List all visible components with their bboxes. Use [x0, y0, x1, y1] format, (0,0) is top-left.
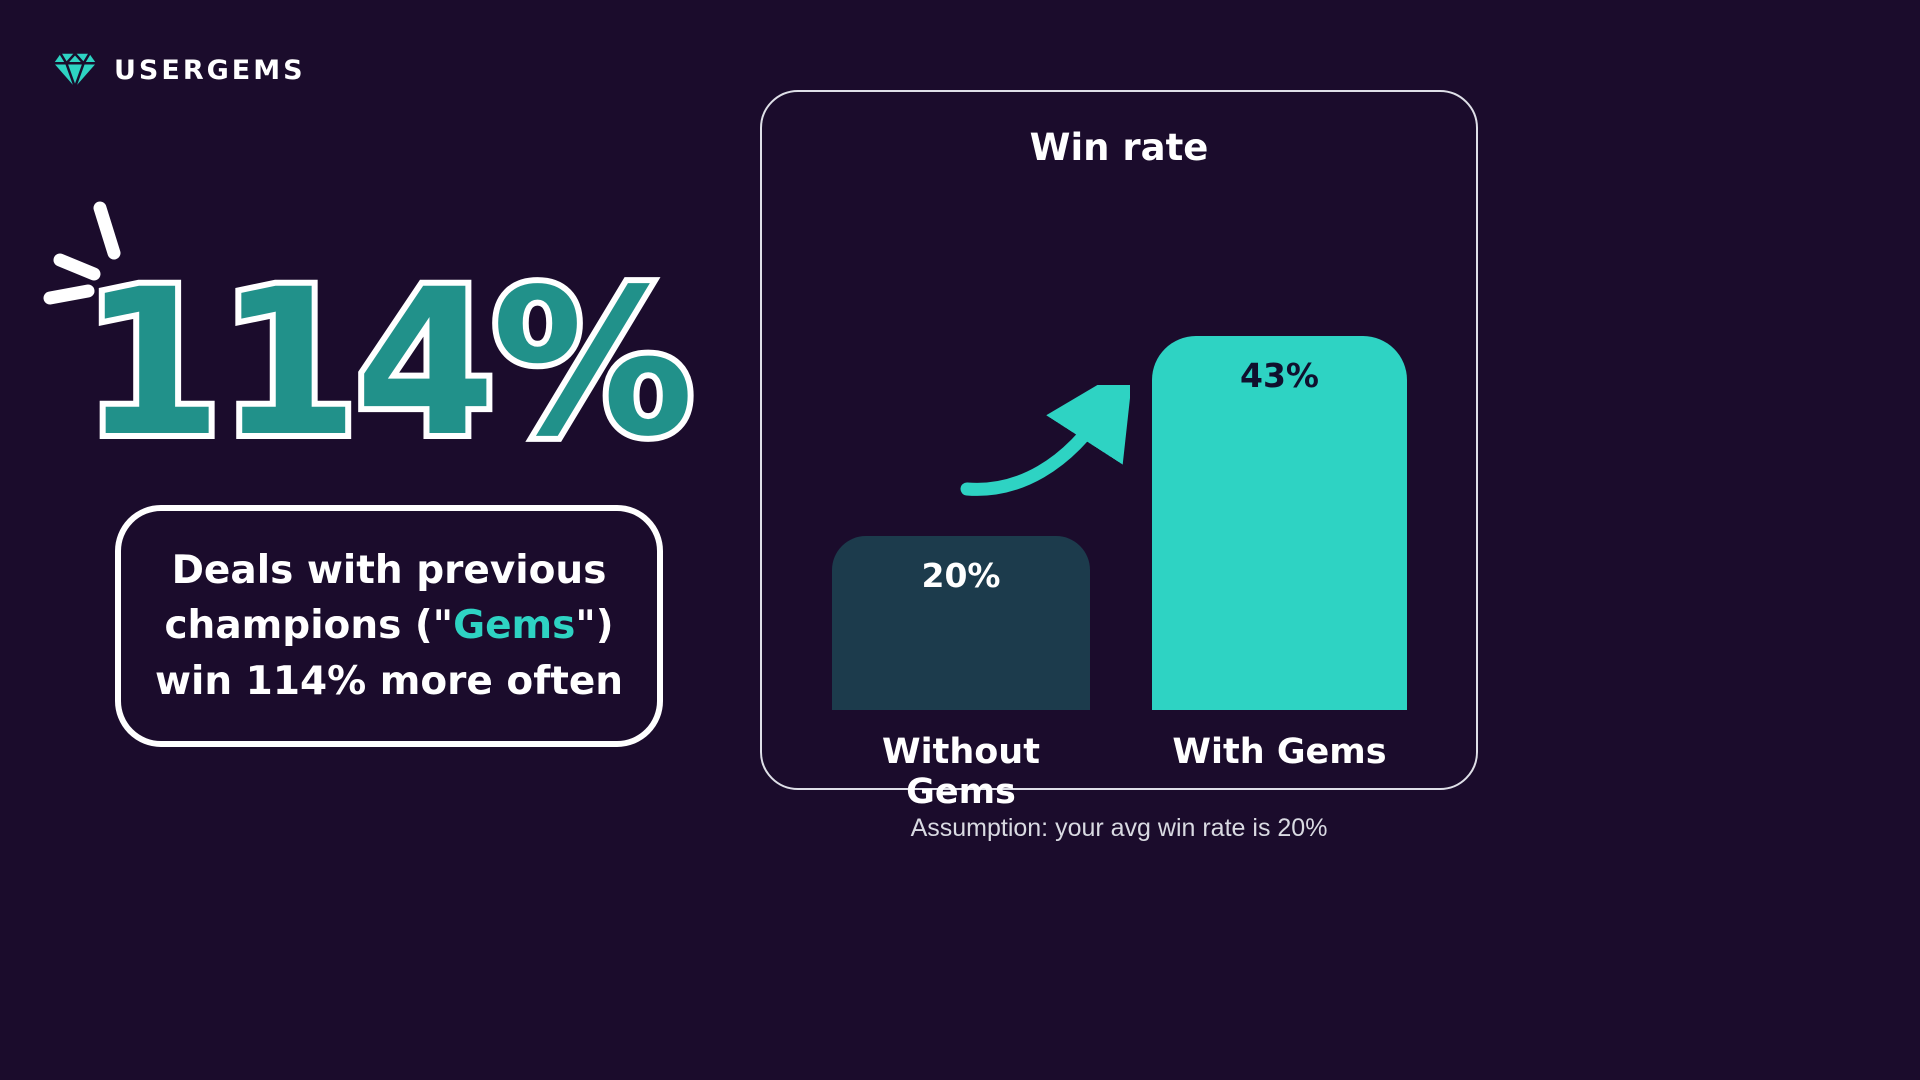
callout-line2: champions ("Gems")	[164, 603, 614, 649]
assumption-footnote: Assumption: your avg win rate is 20%	[910, 814, 1328, 842]
logo: USERGEMS	[52, 50, 306, 90]
bar-value-label-with-gems: 43%	[1240, 355, 1319, 395]
brand-name: USERGEMS	[114, 54, 306, 86]
callout-box: Deals with previous champions ("Gems") w…	[115, 505, 663, 748]
chart-title: Win rate	[1029, 126, 1209, 169]
bar-with-gems: 43%	[1152, 335, 1407, 710]
headline-stat: 114%	[76, 245, 700, 481]
growth-arrow-icon	[960, 385, 1130, 496]
bar-without-gems: 20%	[832, 536, 1090, 710]
category-label-without-gems: Without Gems	[882, 732, 1040, 812]
emphasis-marks-icon	[43, 201, 121, 305]
callout-line1: Deals with previous	[171, 548, 607, 593]
gems-highlight: Gems	[453, 603, 576, 649]
win-rate-chart-card: Win rate 20% 43% Without Gems With Gems	[760, 90, 1478, 812]
bar-value-label-without-gems: 20%	[921, 556, 1001, 595]
category-label-with-gems: With Gems	[1172, 732, 1387, 772]
gem-icon	[53, 52, 97, 89]
callout-line3: win 114% more often	[154, 658, 624, 704]
